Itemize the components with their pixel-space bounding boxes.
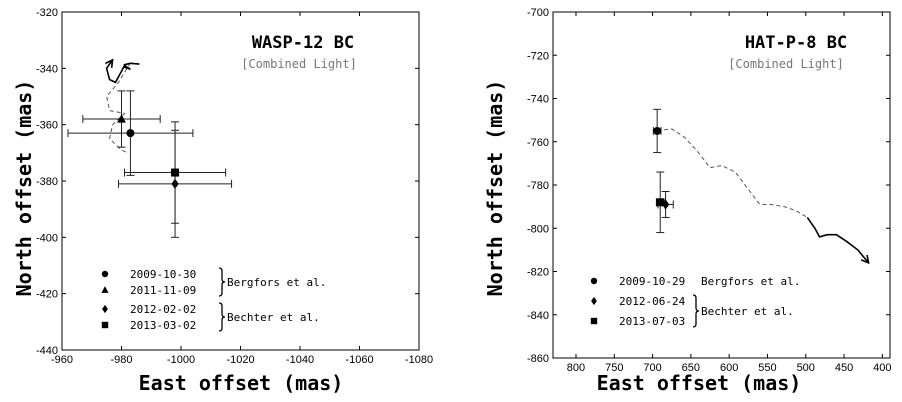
x-tick-label: 700 [643,362,661,374]
square-marker [590,317,598,325]
x-tick-label: 650 [682,362,700,374]
group-label: Bechter et al. [227,311,320,324]
legend-label: 2012-02-02 [130,303,196,316]
square-marker [171,168,180,177]
y-tick-label: -740 [527,94,549,106]
panel-title: WASP-12 BC [252,33,354,53]
circle-marker [101,270,109,278]
wasp-12-panel: WASP-12 BC [Combined Light] East offset … [12,7,433,395]
y-axis-title: North offset (mas) [12,80,36,297]
group-label: Bergfors et al. [701,275,800,288]
panel-title: HAT-P-8 BC [745,33,847,53]
panel-subtitle: [Combined Light] [728,57,844,71]
x-tick-label: 550 [758,362,776,374]
circle-marker [126,129,135,138]
y-tick-label: -340 [36,63,58,75]
x-tick-label: 500 [797,362,815,374]
diamond-marker [102,304,108,314]
square-marker [101,321,109,329]
motion-track-solid [806,216,870,264]
panel-subtitle: [Combined Light] [241,57,357,71]
x-tick-label: 400 [873,362,891,374]
group-brace [218,302,226,332]
y-tick-label: -360 [36,120,58,132]
legend-label: 2013-03-02 [130,319,196,332]
y-tick-label: -440 [36,345,58,357]
legend-label: 2012-06-24 [619,295,686,308]
legend-label: 2009-10-29 [619,275,685,288]
x-tick-label: -1020 [226,354,254,366]
legend-label: 2009-10-30 [130,268,196,281]
track-arrowhead [105,58,114,68]
x-tick-label: -980 [110,354,132,366]
circle-marker [653,126,662,135]
group-brace [692,294,700,328]
triangle-marker [101,286,109,293]
group-label: Bechter et al. [701,305,794,318]
x-tick-label: 750 [605,362,623,374]
y-tick-label: -780 [527,180,549,192]
square-marker [656,198,665,207]
background-track-dashed [657,128,808,218]
background-track-dashed [106,62,131,154]
hat-p-8-panel: HAT-P-8 BC [Combined Light] East offset … [483,7,892,395]
circle-marker [590,277,598,285]
y-tick-label: -800 [527,223,549,235]
y-tick-label: -420 [36,289,58,301]
group-label: Bergfors et al. [227,276,326,289]
diamond-marker [591,296,597,306]
y-tick-label: -380 [36,176,58,188]
y-tick-label: -860 [527,353,549,365]
x-axis-title: East offset (mas) [597,371,802,395]
x-tick-label: -1040 [286,354,314,366]
legend-label: 2013-07-03 [619,315,685,328]
track-arrowhead [860,254,870,265]
y-tick-label: -320 [36,7,58,19]
triangle-marker [117,114,126,123]
x-tick-label: 450 [835,362,853,374]
x-axis-title: East offset (mas) [139,371,344,395]
x-tick-label: -1080 [405,354,433,366]
y-axis-title: North offset (mas) [483,80,507,297]
y-tick-label: -720 [527,50,549,62]
x-tick-label: -960 [51,354,73,366]
y-tick-label: -760 [527,137,549,149]
y-tick-label: -700 [527,7,549,19]
motion-track-solid [105,59,140,84]
group-brace [218,267,226,297]
x-tick-label: -1060 [345,354,373,366]
legend-label: 2011-11-09 [130,284,196,297]
x-tick-label: 600 [720,362,738,374]
y-tick-label: -400 [36,232,58,244]
y-tick-label: -820 [527,267,549,279]
x-tick-label: -1000 [167,354,195,366]
y-tick-label: -840 [527,310,549,322]
x-tick-label: 800 [567,362,585,374]
